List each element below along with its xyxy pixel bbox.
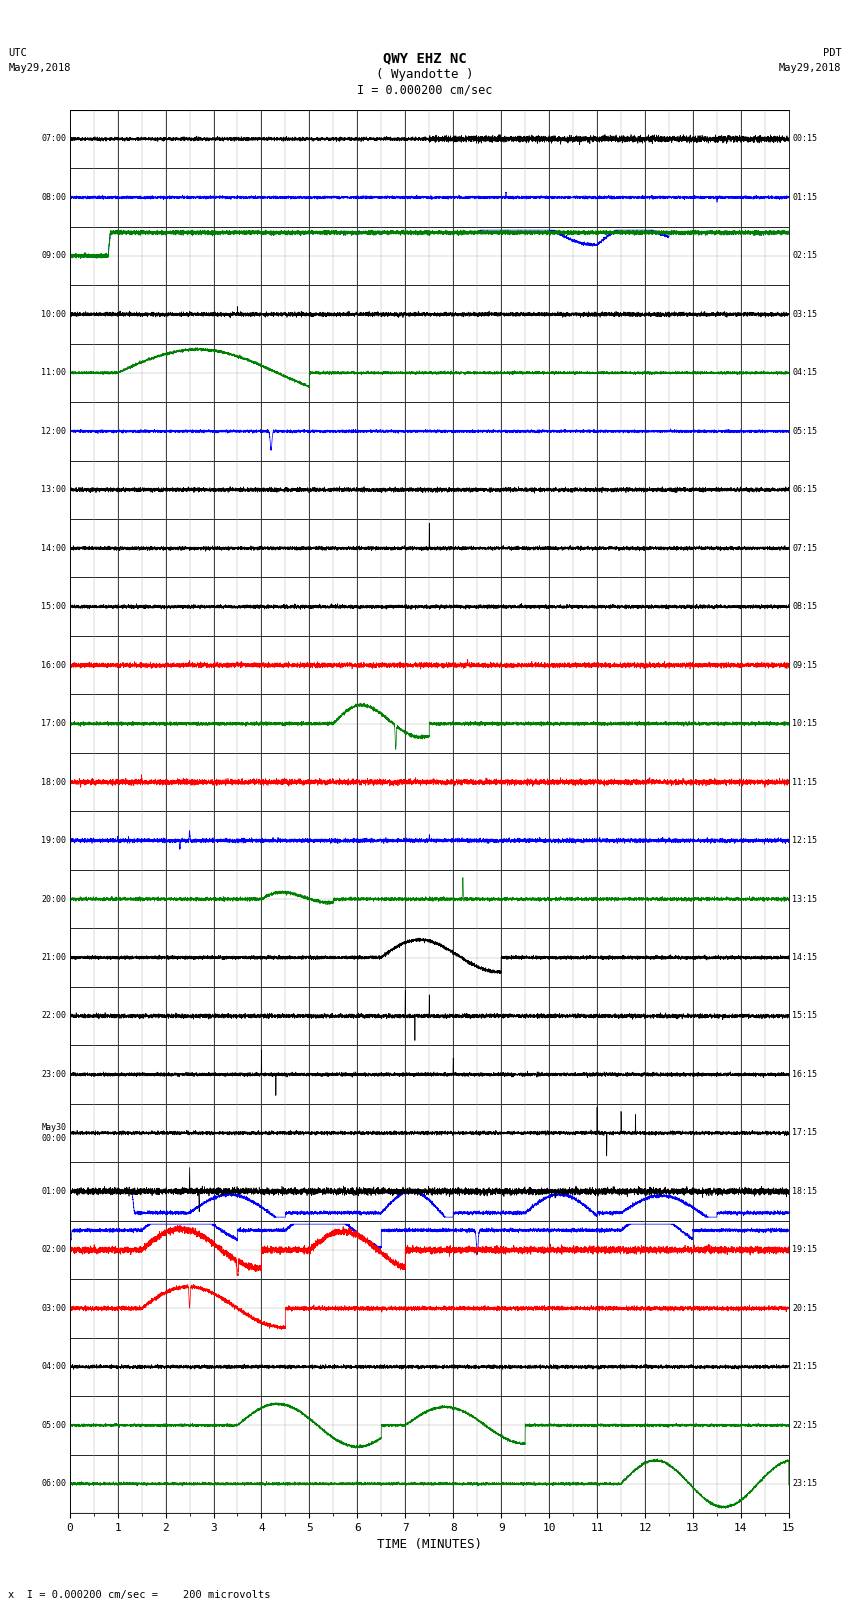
Text: 11:15: 11:15 <box>792 777 817 787</box>
Text: 08:00: 08:00 <box>42 194 66 202</box>
Text: 05:15: 05:15 <box>792 427 817 436</box>
Text: 03:00: 03:00 <box>42 1303 66 1313</box>
Text: 20:15: 20:15 <box>792 1303 817 1313</box>
Text: 05:00: 05:00 <box>42 1421 66 1429</box>
Text: 23:15: 23:15 <box>792 1479 817 1489</box>
Text: 14:00: 14:00 <box>42 544 66 553</box>
Text: 17:15: 17:15 <box>792 1129 817 1137</box>
Text: 06:15: 06:15 <box>792 486 817 494</box>
Text: 09:15: 09:15 <box>792 661 817 669</box>
Text: 09:00: 09:00 <box>42 252 66 260</box>
Text: PDT: PDT <box>823 48 842 58</box>
Text: 12:00: 12:00 <box>42 427 66 436</box>
Text: I = 0.000200 cm/sec: I = 0.000200 cm/sec <box>357 84 493 97</box>
Text: 22:15: 22:15 <box>792 1421 817 1429</box>
Text: 03:15: 03:15 <box>792 310 817 319</box>
Text: 15:00: 15:00 <box>42 602 66 611</box>
Text: 11:00: 11:00 <box>42 368 66 377</box>
Text: 07:15: 07:15 <box>792 544 817 553</box>
Text: 23:00: 23:00 <box>42 1069 66 1079</box>
Text: 19:15: 19:15 <box>792 1245 817 1255</box>
X-axis label: TIME (MINUTES): TIME (MINUTES) <box>377 1539 482 1552</box>
Text: 16:15: 16:15 <box>792 1069 817 1079</box>
Text: 12:15: 12:15 <box>792 836 817 845</box>
Text: May30
00:00: May30 00:00 <box>42 1123 66 1142</box>
Text: 01:00: 01:00 <box>42 1187 66 1195</box>
Text: UTC: UTC <box>8 48 27 58</box>
Text: 01:15: 01:15 <box>792 194 817 202</box>
Text: 04:15: 04:15 <box>792 368 817 377</box>
Text: 13:15: 13:15 <box>792 895 817 903</box>
Text: ( Wyandotte ): ( Wyandotte ) <box>377 68 473 81</box>
Text: 22:00: 22:00 <box>42 1011 66 1021</box>
Text: May29,2018: May29,2018 <box>8 63 71 73</box>
Text: x  I = 0.000200 cm/sec =    200 microvolts: x I = 0.000200 cm/sec = 200 microvolts <box>8 1590 271 1600</box>
Text: 14:15: 14:15 <box>792 953 817 961</box>
Text: 18:00: 18:00 <box>42 777 66 787</box>
Text: 18:15: 18:15 <box>792 1187 817 1195</box>
Text: 15:15: 15:15 <box>792 1011 817 1021</box>
Text: 02:00: 02:00 <box>42 1245 66 1255</box>
Text: 16:00: 16:00 <box>42 661 66 669</box>
Text: 00:15: 00:15 <box>792 134 817 144</box>
Text: QWY EHZ NC: QWY EHZ NC <box>383 52 467 66</box>
Text: 21:15: 21:15 <box>792 1363 817 1371</box>
Text: 20:00: 20:00 <box>42 895 66 903</box>
Text: 19:00: 19:00 <box>42 836 66 845</box>
Text: 07:00: 07:00 <box>42 134 66 144</box>
Text: May29,2018: May29,2018 <box>779 63 842 73</box>
Text: 17:00: 17:00 <box>42 719 66 727</box>
Text: 08:15: 08:15 <box>792 602 817 611</box>
Text: 06:00: 06:00 <box>42 1479 66 1489</box>
Text: 13:00: 13:00 <box>42 486 66 494</box>
Text: 04:00: 04:00 <box>42 1363 66 1371</box>
Text: 10:15: 10:15 <box>792 719 817 727</box>
Text: 21:00: 21:00 <box>42 953 66 961</box>
Text: 02:15: 02:15 <box>792 252 817 260</box>
Text: 10:00: 10:00 <box>42 310 66 319</box>
